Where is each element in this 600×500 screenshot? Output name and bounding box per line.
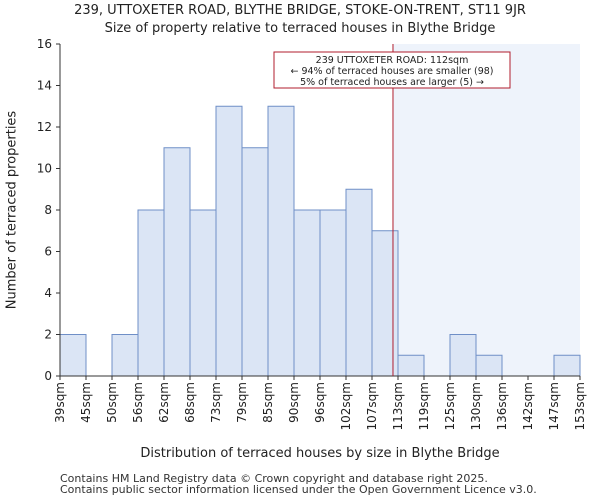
bar-56sqm	[137, 209, 165, 377]
annotation-line-1: 239 UTTOXETER ROAD: 112sqm	[316, 55, 469, 66]
x-tick-label-119sqm: 119sqm	[417, 382, 431, 430]
bar-96sqm	[319, 209, 347, 377]
bar-102sqm	[345, 188, 373, 377]
y-tick-label-4: 4	[44, 286, 52, 300]
y-tick-label-12: 12	[37, 120, 52, 134]
x-tick-label-102sqm: 102sqm	[339, 382, 353, 430]
x-tick-label-107sqm: 107sqm	[365, 382, 379, 430]
bar-73sqm	[215, 105, 243, 377]
y-tick-label-10: 10	[37, 162, 52, 176]
x-tick-label-130sqm: 130sqm	[469, 382, 483, 430]
y-axis-label: Number of terraced properties	[5, 111, 20, 310]
x-tick-label-136sqm: 136sqm	[495, 382, 509, 430]
y-tick-label-16: 16	[37, 37, 52, 51]
x-tick-label-45sqm: 45sqm	[79, 382, 93, 423]
x-tick-label-125sqm: 125sqm	[443, 382, 457, 430]
footer-licence: Contains public sector information licen…	[60, 483, 537, 496]
x-axis-label: Distribution of terraced houses by size …	[140, 446, 499, 461]
highlight-region	[392, 44, 580, 376]
bar-50sqm	[111, 334, 139, 377]
x-tick-label-68sqm: 68sqm	[183, 382, 197, 423]
chart-subtitle: Size of property relative to terraced ho…	[104, 21, 496, 36]
chart-title: 239, UTTOXETER ROAD, BLYTHE BRIDGE, STOK…	[74, 3, 526, 18]
bar-113sqm	[397, 354, 425, 377]
bar-147sqm	[553, 354, 581, 377]
x-tick-label-153sqm: 153sqm	[573, 382, 587, 430]
annotation-box	[273, 51, 511, 89]
bar-68sqm	[189, 209, 217, 377]
bar-107sqm	[371, 230, 399, 377]
x-tick-label-142sqm: 142sqm	[521, 382, 535, 430]
x-tick-label-90sqm: 90sqm	[287, 382, 301, 423]
footer-copyright: Contains HM Land Registry data © Crown c…	[60, 472, 488, 485]
annotation-line-2: ← 94% of terraced houses are smaller (98…	[290, 66, 493, 77]
bar-79sqm	[241, 147, 269, 377]
x-tick-label-85sqm: 85sqm	[261, 382, 275, 423]
y-tick-label-8: 8	[44, 203, 52, 217]
x-tick-label-56sqm: 56sqm	[131, 382, 145, 423]
x-tick-label-50sqm: 50sqm	[105, 382, 119, 423]
x-tick-label-113sqm: 113sqm	[391, 382, 405, 430]
bar-62sqm	[163, 147, 191, 377]
x-tick-label-147sqm: 147sqm	[547, 382, 561, 430]
y-tick-label-0: 0	[44, 369, 52, 383]
bar-90sqm	[293, 209, 321, 377]
bar-85sqm	[267, 105, 295, 377]
y-tick-label-14: 14	[37, 79, 52, 93]
x-tick-label-79sqm: 79sqm	[235, 382, 249, 423]
bar-39sqm	[59, 334, 87, 377]
annotation-line-3: 5% of terraced houses are larger (5) →	[300, 77, 484, 88]
x-tick-label-96sqm: 96sqm	[313, 382, 327, 423]
y-tick-label-2: 2	[44, 328, 52, 342]
y-tick-label-6: 6	[44, 245, 52, 259]
x-tick-label-62sqm: 62sqm	[157, 382, 171, 423]
x-tick-label-39sqm: 39sqm	[53, 382, 67, 423]
bar-130sqm	[475, 354, 503, 377]
x-tick-label-73sqm: 73sqm	[209, 382, 223, 423]
bar-125sqm	[449, 334, 477, 377]
